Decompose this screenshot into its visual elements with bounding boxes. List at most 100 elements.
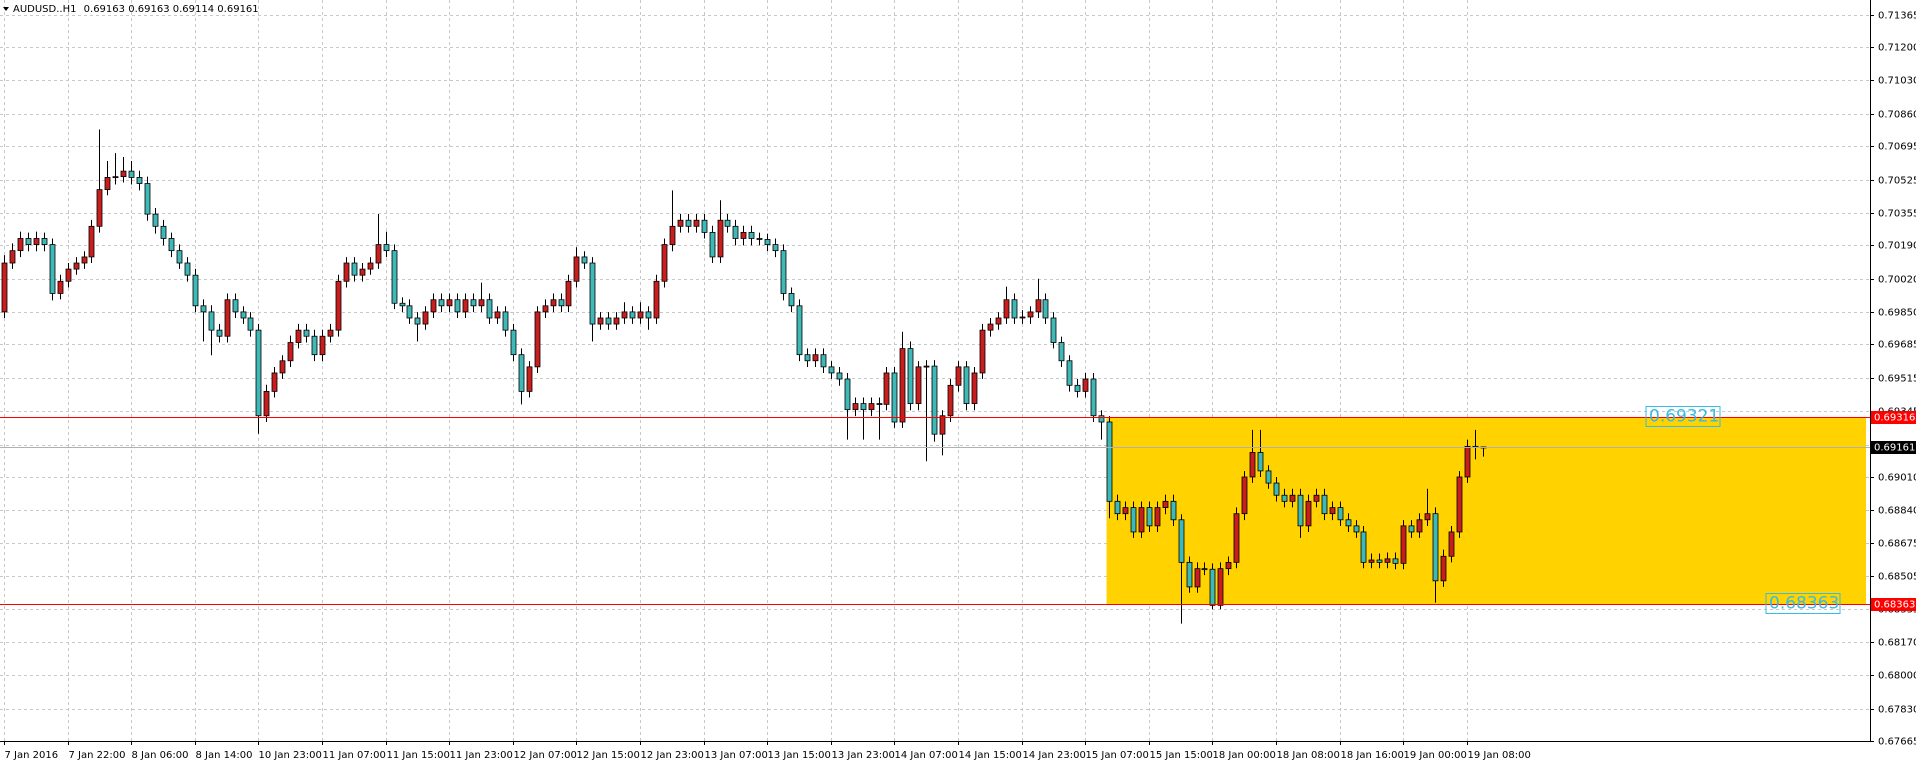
x-tick-label: 14 Jan 07:00 (895, 750, 958, 761)
candle-body (1138, 507, 1145, 533)
candle-body (637, 311, 644, 319)
candle-body (1011, 299, 1018, 319)
candle-body (446, 299, 453, 307)
candle-body (645, 311, 652, 319)
candle-body (17, 238, 24, 252)
candle-body (597, 317, 604, 325)
y-tick-label: 0.70860 (1878, 110, 1916, 121)
candle-body (240, 311, 247, 319)
candle-body (311, 335, 318, 356)
candle-body (1337, 507, 1344, 521)
candle-body (1122, 507, 1129, 515)
bid-badge-label: 0.69161 (1874, 443, 1915, 454)
candle-body (430, 299, 437, 313)
candle-body (1058, 342, 1065, 362)
candle-body (939, 415, 946, 435)
candle-body (868, 403, 875, 411)
x-tick-label: 11 Jan 15:00 (387, 750, 450, 761)
candle-body (740, 231, 747, 239)
candle-body (836, 372, 843, 380)
candle-body (1368, 559, 1375, 563)
candle-body (1162, 500, 1169, 509)
y-tick-label: 0.70695 (1878, 142, 1916, 153)
candle-body (1384, 558, 1391, 563)
y-tick-label: 0.68000 (1878, 671, 1916, 682)
candle-body (1003, 299, 1010, 319)
candle-body (971, 372, 978, 404)
x-tick-label: 11 Jan 07:00 (323, 750, 386, 761)
candle-body (120, 170, 127, 178)
candle-body (1297, 494, 1304, 527)
x-tick-label: 15 Jan 15:00 (1150, 750, 1213, 761)
candle-body (1392, 558, 1399, 564)
candle-body (112, 176, 119, 179)
x-tick-label: 18 Jan 08:00 (1277, 750, 1340, 761)
candle-body (184, 262, 191, 276)
x-tick-label: 7 Jan 22:00 (69, 750, 126, 761)
candle-body (168, 238, 175, 252)
candle-body (1106, 421, 1113, 502)
candle-body (1448, 531, 1455, 557)
candle-body (772, 244, 779, 252)
candle-body (844, 378, 851, 411)
candle-body (1098, 415, 1105, 423)
candle-body (200, 305, 207, 313)
candle-body (1289, 494, 1296, 502)
x-tick-label: 19 Jan 00:00 (1404, 750, 1467, 761)
candle-layer (1, 129, 1487, 624)
candle-body (1281, 494, 1288, 502)
chart-header: AUDUSD..H1 0.69163 0.69163 0.69114 0.691… (13, 4, 259, 15)
candle-body (1194, 568, 1201, 588)
candle-body (860, 403, 867, 411)
x-tick-label: 13 Jan 07:00 (705, 750, 768, 761)
candle-body (613, 317, 620, 325)
candle-body (255, 329, 262, 417)
y-tick-label: 0.68170 (1878, 638, 1916, 649)
candle-body (406, 305, 413, 319)
candle-body (1432, 513, 1439, 582)
candle-body (558, 299, 565, 307)
candle-body (160, 225, 167, 239)
candle-body (915, 366, 922, 404)
candle-body (907, 348, 914, 404)
price-badge-label: 0.69316 (1874, 413, 1915, 424)
y-tick-label: 0.68505 (1878, 572, 1916, 583)
candle-body (208, 311, 215, 331)
candle-body (581, 256, 588, 264)
candle-body (1233, 513, 1240, 563)
x-tick-label: 19 Jan 08:00 (1468, 750, 1531, 761)
candle-body (375, 244, 382, 264)
candle-body (414, 317, 421, 325)
candle-body (422, 311, 429, 325)
candle-body (979, 329, 986, 374)
candle-body (1090, 378, 1097, 417)
y-tick-label: 0.71200 (1878, 43, 1916, 54)
candle-body (677, 219, 684, 227)
candle-body (454, 299, 461, 313)
y-tick-label: 0.71365 (1878, 11, 1916, 22)
close: 0.69161 (217, 4, 258, 15)
candle-body (1027, 311, 1034, 318)
candle-body (88, 225, 95, 258)
low: 0.69114 (173, 4, 214, 15)
candle-body (780, 250, 787, 294)
candle-body (804, 354, 811, 362)
candle-body (820, 354, 827, 368)
candle-body (1345, 519, 1352, 527)
axis-layer: 0.71365 0.71200 0.71030 0.70860 0.70695 0.705… (4, 11, 1916, 761)
candle-body (621, 311, 628, 319)
candle-body (565, 280, 572, 307)
candle-body (25, 238, 32, 245)
candle-body (756, 238, 763, 240)
candle-body (526, 366, 533, 392)
candle-body (1408, 525, 1415, 533)
candle-body (1042, 299, 1049, 319)
candle-body (1201, 568, 1208, 571)
candle-body (152, 213, 159, 227)
candle-body (1, 262, 8, 313)
candle-body (1305, 500, 1312, 527)
candle-body (136, 177, 143, 184)
collapse-icon[interactable] (3, 7, 9, 11)
candle-body (1416, 519, 1423, 533)
y-tick-label: 0.69010 (1878, 473, 1916, 484)
